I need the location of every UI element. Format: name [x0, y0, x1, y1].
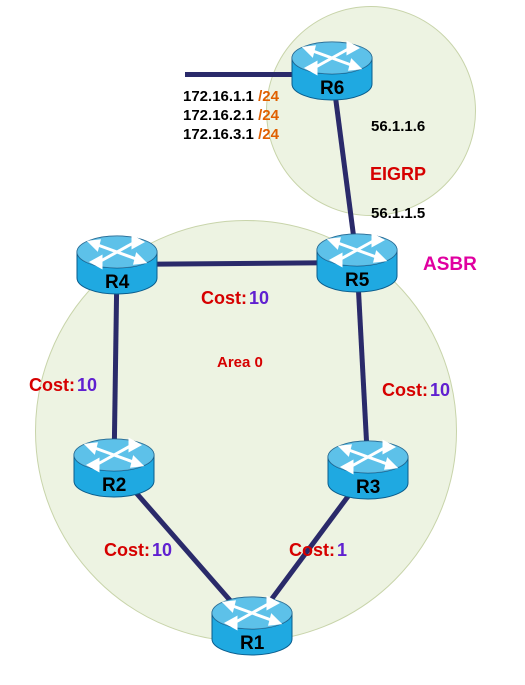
cost-label-0: Cost:10	[104, 540, 172, 561]
router-r4: R4	[75, 232, 159, 296]
r5-link-ip-text: 56.1.1.5	[371, 205, 425, 222]
stub-ip-net: 172.16.2.1	[183, 107, 258, 124]
stub-ip-row-0: 172.16.1.1 /24	[183, 88, 279, 107]
cost-label-2: Cost:10	[29, 375, 97, 396]
stub-ip-row-1: 172.16.2.1 /24	[183, 107, 279, 126]
cost-prefix: Cost:	[201, 288, 247, 308]
eigrp-label-text: EIGRP	[370, 164, 426, 184]
cost-value: 10	[430, 380, 450, 400]
stub-ip-mask: /24	[258, 107, 279, 124]
cost-prefix: Cost:	[29, 375, 75, 395]
router-label-r5: R5	[345, 270, 369, 292]
cost-value: 1	[337, 540, 347, 560]
cost-value: 10	[77, 375, 97, 395]
asbr-label-text: ASBR	[423, 254, 477, 275]
r5-link-ip: 56.1.1.5	[371, 205, 425, 222]
cost-prefix: Cost:	[104, 540, 150, 560]
stub-ip-mask: /24	[258, 126, 279, 143]
eigrp-label: EIGRP	[370, 164, 426, 185]
r6-stub-ip-list: 172.16.1.1 /24172.16.2.1 /24172.16.3.1 /…	[183, 88, 279, 144]
router-label-r1: R1	[240, 633, 264, 655]
stub-ip-row-2: 172.16.3.1 /24	[183, 126, 279, 145]
stub-ip-net: 172.16.3.1	[183, 126, 258, 143]
stub-ip-mask: /24	[258, 88, 279, 105]
router-label-r2: R2	[102, 475, 126, 497]
router-label-r4: R4	[105, 272, 129, 294]
area0-label-text: Area 0	[217, 354, 263, 371]
router-r2: R2	[72, 435, 156, 499]
cost-label-4: Cost:10	[201, 288, 269, 309]
area0-label: Area 0	[217, 354, 263, 371]
router-r3: R3	[326, 437, 410, 501]
r6-link-ip: 56.1.1.6	[371, 118, 425, 135]
cost-value: 10	[249, 288, 269, 308]
r6-link-ip-text: 56.1.1.6	[371, 118, 425, 135]
router-r1: R1	[210, 593, 294, 657]
cost-label-1: Cost:1	[289, 540, 347, 561]
router-label-r3: R3	[356, 477, 380, 499]
cost-label-3: Cost:10	[382, 380, 450, 401]
router-r5: R5	[315, 230, 399, 294]
stub-ip-net: 172.16.1.1	[183, 88, 258, 105]
cost-value: 10	[152, 540, 172, 560]
cost-prefix: Cost:	[289, 540, 335, 560]
asbr-label: ASBR	[423, 254, 477, 276]
router-r6: R6	[290, 38, 374, 102]
router-label-r6: R6	[320, 78, 344, 100]
cost-prefix: Cost:	[382, 380, 428, 400]
